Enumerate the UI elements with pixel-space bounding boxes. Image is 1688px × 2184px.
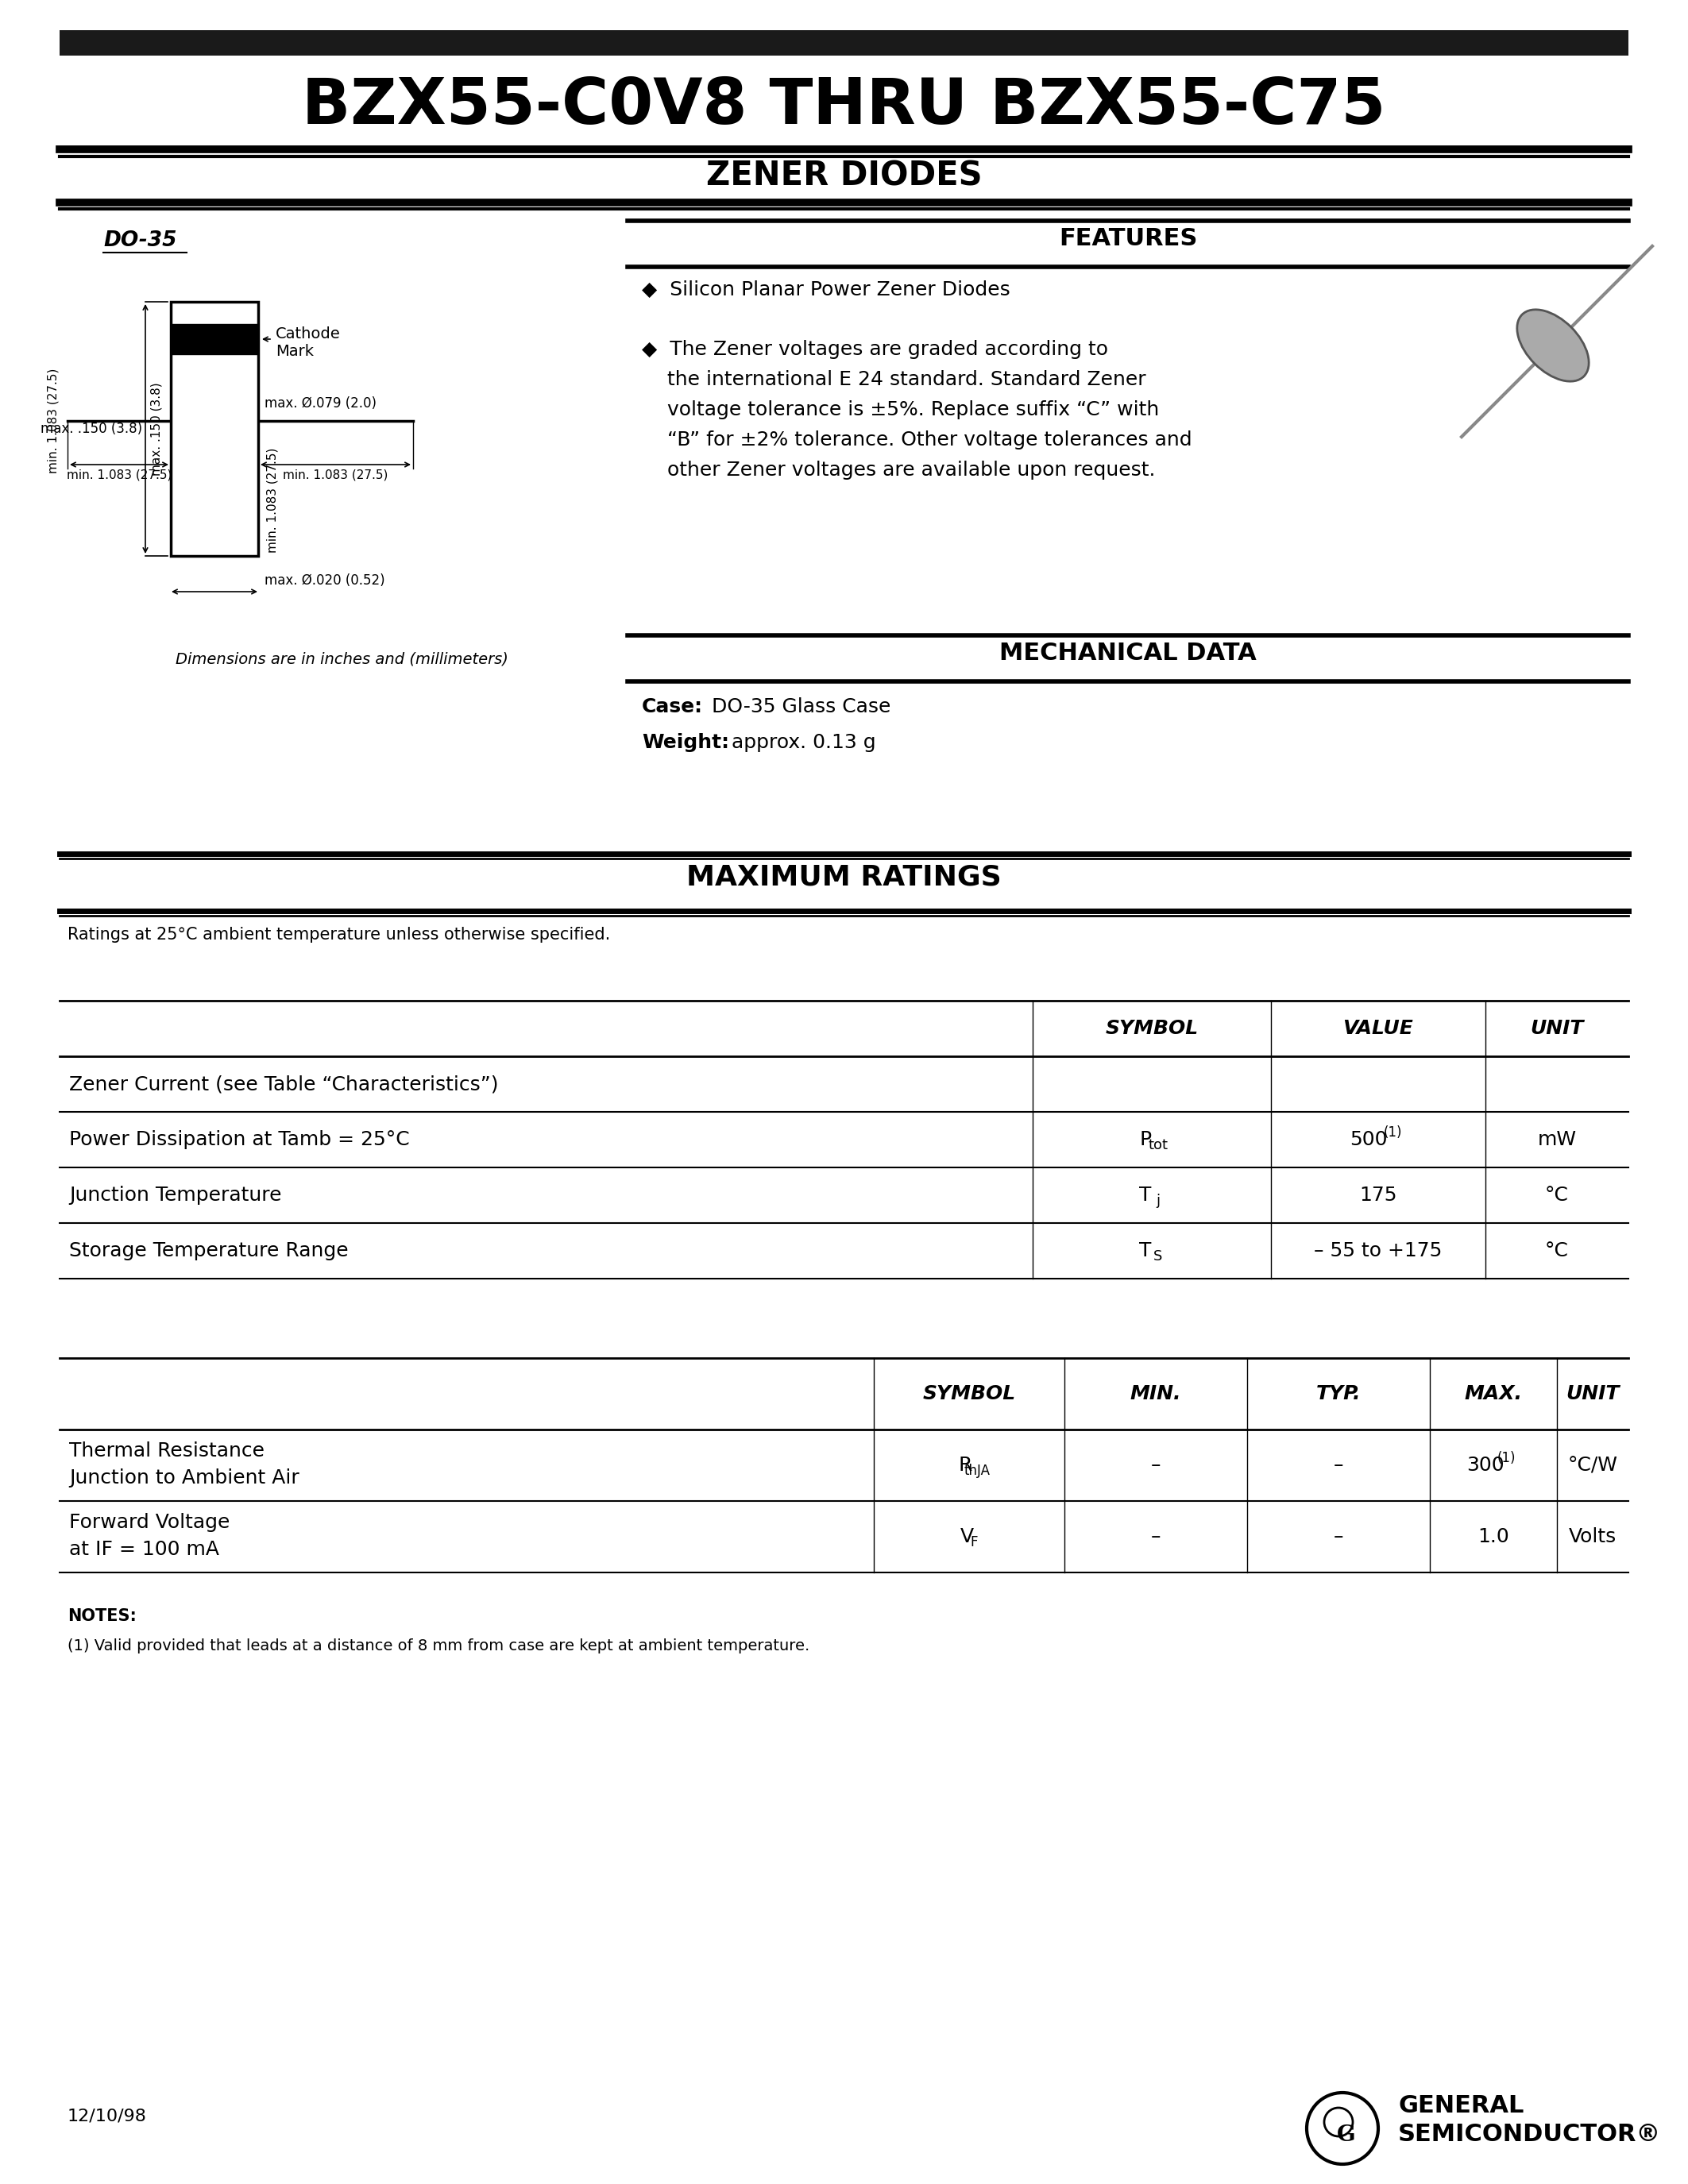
Text: GENERAL: GENERAL (1398, 2094, 1524, 2118)
Text: j: j (1156, 1195, 1160, 1208)
Text: Cathode
Mark: Cathode Mark (275, 325, 341, 358)
Text: (1): (1) (1382, 1125, 1401, 1140)
Text: the international E 24 standard. Standard Zener: the international E 24 standard. Standar… (641, 369, 1146, 389)
Text: max. .150 (3.8): max. .150 (3.8) (41, 422, 142, 437)
Text: UNIT: UNIT (1566, 1385, 1619, 1404)
Text: Dimensions are in inches and (millimeters): Dimensions are in inches and (millimeter… (176, 651, 508, 666)
Text: TYP.: TYP. (1317, 1385, 1361, 1404)
Text: “B” for ±2% tolerance. Other voltage tolerances and: “B” for ±2% tolerance. Other voltage tol… (641, 430, 1192, 450)
Text: 300: 300 (1467, 1457, 1504, 1474)
Text: DO-35 Glass Case: DO-35 Glass Case (706, 697, 891, 716)
Text: Junction to Ambient Air: Junction to Ambient Air (69, 1468, 299, 1487)
Text: 500: 500 (1350, 1129, 1388, 1149)
Text: (1): (1) (1497, 1450, 1516, 1465)
Text: °C/W: °C/W (1568, 1457, 1617, 1474)
Text: °C: °C (1545, 1241, 1568, 1260)
Text: voltage tolerance is ±5%. Replace suffix “C” with: voltage tolerance is ±5%. Replace suffix… (641, 400, 1160, 419)
Text: ZENER DIODES: ZENER DIODES (706, 159, 982, 192)
Text: MAXIMUM RATINGS: MAXIMUM RATINGS (687, 863, 1001, 891)
Text: Storage Temperature Range: Storage Temperature Range (69, 1241, 348, 1260)
Text: G: G (1337, 2125, 1355, 2145)
Text: MAX.: MAX. (1465, 1385, 1523, 1404)
Text: Power Dissipation at Tamb = 25°C: Power Dissipation at Tamb = 25°C (69, 1129, 410, 1149)
Text: approx. 0.13 g: approx. 0.13 g (726, 734, 876, 751)
Text: tot: tot (1148, 1138, 1168, 1153)
Text: Zener Current (see Table “Characteristics”): Zener Current (see Table “Characteristic… (69, 1075, 498, 1094)
Text: 1.0: 1.0 (1477, 1527, 1509, 1546)
Text: SEMICONDUCTOR®: SEMICONDUCTOR® (1398, 2123, 1661, 2147)
Text: –: – (1151, 1457, 1161, 1474)
Text: at IF = 100 mA: at IF = 100 mA (69, 1540, 219, 1559)
Text: Ratings at 25°C ambient temperature unless otherwise specified.: Ratings at 25°C ambient temperature unle… (68, 926, 611, 943)
Text: VALUE: VALUE (1344, 1020, 1413, 1037)
Text: DO-35: DO-35 (103, 229, 177, 251)
Text: min. 1.083 (27.5): min. 1.083 (27.5) (267, 448, 279, 553)
Text: Case:: Case: (641, 697, 702, 716)
Text: °C: °C (1545, 1186, 1568, 1206)
Bar (170, 323, 258, 354)
Text: Volts: Volts (1568, 1527, 1617, 1546)
Text: S: S (1153, 1249, 1163, 1265)
Text: –: – (1334, 1527, 1344, 1546)
Text: min. 1.083 (27.5): min. 1.083 (27.5) (47, 369, 59, 474)
Text: min. 1.083 (27.5): min. 1.083 (27.5) (284, 470, 388, 480)
Text: Thermal Resistance: Thermal Resistance (69, 1441, 265, 1461)
Text: ◆  Silicon Planar Power Zener Diodes: ◆ Silicon Planar Power Zener Diodes (641, 280, 1009, 299)
Text: 175: 175 (1359, 1186, 1398, 1206)
Text: T: T (1139, 1241, 1151, 1260)
Text: P: P (1139, 1129, 1151, 1149)
Text: Weight:: Weight: (641, 734, 729, 751)
Text: R: R (959, 1457, 972, 1474)
Text: F: F (971, 1535, 977, 1548)
Text: other Zener voltages are available upon request.: other Zener voltages are available upon … (641, 461, 1155, 480)
Text: thJA: thJA (964, 1463, 991, 1479)
Text: V: V (960, 1527, 974, 1546)
Text: mW: mW (1538, 1129, 1577, 1149)
Text: –: – (1334, 1457, 1344, 1474)
Text: BZX55-C0V8 THRU BZX55-C75: BZX55-C0V8 THRU BZX55-C75 (302, 76, 1386, 138)
Text: –: – (1151, 1527, 1161, 1546)
Text: Junction Temperature: Junction Temperature (69, 1186, 282, 1206)
Text: UNIT: UNIT (1529, 1020, 1583, 1037)
Text: 12/10/98: 12/10/98 (68, 2108, 147, 2125)
Text: NOTES:: NOTES: (68, 1607, 137, 1625)
Text: max. .150 (3.8): max. .150 (3.8) (150, 382, 162, 476)
Text: max. Ø.079 (2.0): max. Ø.079 (2.0) (265, 395, 376, 411)
Bar (59, 31, 1629, 55)
Text: – 55 to +175: – 55 to +175 (1313, 1241, 1442, 1260)
Text: max. Ø.020 (0.52): max. Ø.020 (0.52) (265, 574, 385, 587)
Text: MIN.: MIN. (1131, 1385, 1182, 1404)
Text: FEATURES: FEATURES (1058, 227, 1197, 251)
Text: SYMBOL: SYMBOL (923, 1385, 1016, 1404)
Text: ◆  The Zener voltages are graded according to: ◆ The Zener voltages are graded accordin… (641, 341, 1107, 358)
Text: MECHANICAL DATA: MECHANICAL DATA (999, 642, 1256, 664)
Bar (170, 301, 258, 557)
Text: min. 1.083 (27.5): min. 1.083 (27.5) (66, 470, 172, 480)
Text: (1) Valid provided that leads at a distance of 8 mm from case are kept at ambien: (1) Valid provided that leads at a dista… (68, 1638, 810, 1653)
Text: T: T (1139, 1186, 1151, 1206)
Text: Forward Voltage: Forward Voltage (69, 1514, 230, 1531)
Ellipse shape (1518, 310, 1588, 382)
Text: SYMBOL: SYMBOL (1106, 1020, 1198, 1037)
